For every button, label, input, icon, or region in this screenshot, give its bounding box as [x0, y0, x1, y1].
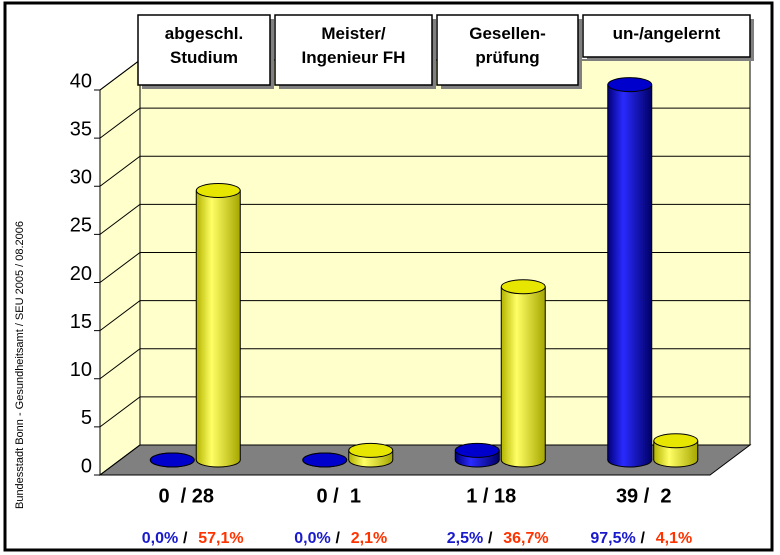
percent-label: 2,5% [447, 530, 483, 547]
percent-separator: / [488, 530, 493, 547]
bar [501, 286, 546, 460]
percent-separator: / [336, 530, 341, 547]
percent-label: 36,7% [503, 530, 548, 547]
category-label: un-/angelernt [613, 24, 721, 43]
y-tick-label: 20 [70, 263, 92, 285]
category-box [436, 14, 579, 86]
category-label: abgeschl. Studium [165, 24, 243, 67]
category-box [274, 14, 433, 86]
category-box [137, 14, 271, 86]
percent-label: 0,0% [142, 530, 178, 547]
percent-separator: / [641, 530, 646, 547]
y-tick-label: 25 [70, 215, 92, 237]
bar [196, 190, 241, 460]
source: Bundesstadt Bonn - Gesundheitsamt / SEU … [14, 221, 26, 509]
y-tick-label: 10 [70, 359, 92, 381]
category-line: Studium [170, 48, 238, 67]
percent-separator: / [183, 530, 188, 547]
y-tick-label: 15 [70, 311, 92, 333]
grid-line [99, 396, 750, 428]
grid-line [99, 444, 750, 476]
grid-line [99, 300, 750, 332]
category-label: Gesellen-prüfung [469, 24, 546, 67]
category-line: abgeschl. [165, 24, 243, 43]
y-tick-label: 40 [70, 70, 92, 92]
grid-line [99, 252, 750, 283]
bar-top [348, 442, 394, 458]
bar [607, 84, 652, 460]
percent-label: 57,1% [198, 530, 243, 547]
category-line: prüfung [475, 48, 539, 67]
category-line: Meister/ [321, 24, 386, 43]
category-line: Ingenieur FH [302, 48, 406, 67]
bar-top [500, 279, 546, 295]
category-line: un-/angelernt [613, 24, 721, 43]
grid-line [99, 155, 750, 187]
grid-line [99, 348, 750, 380]
count-label: 0 / 1 [317, 485, 361, 507]
category-line: Gesellen- [469, 24, 546, 43]
bar-top [149, 452, 195, 468]
percent-label: 2,1% [351, 530, 387, 547]
y-tick-label: 5 [81, 407, 92, 429]
bar-top [653, 433, 699, 449]
category-box [582, 14, 751, 58]
y-tick-label: 30 [70, 167, 92, 189]
count-label: 1 / 18 [466, 485, 516, 507]
percent-label: 4,1% [656, 530, 692, 547]
y-tick-label: 35 [70, 118, 92, 140]
count-label: 39 / 2 [616, 485, 672, 507]
count-label: 0 / 28 [158, 485, 214, 507]
grid-line [99, 107, 750, 139]
bar-top [607, 77, 653, 93]
percent-label: 97,5% [590, 530, 635, 547]
bar-top [195, 183, 241, 198]
bar-top [454, 442, 500, 458]
category-label: Meister/Ingenieur FH [302, 24, 406, 67]
frame [3, 1, 774, 552]
grid-line [99, 203, 750, 235]
percent-label: 0,0% [294, 530, 330, 547]
bar-top [302, 452, 348, 468]
y-tick-label: 0 [81, 455, 92, 477]
